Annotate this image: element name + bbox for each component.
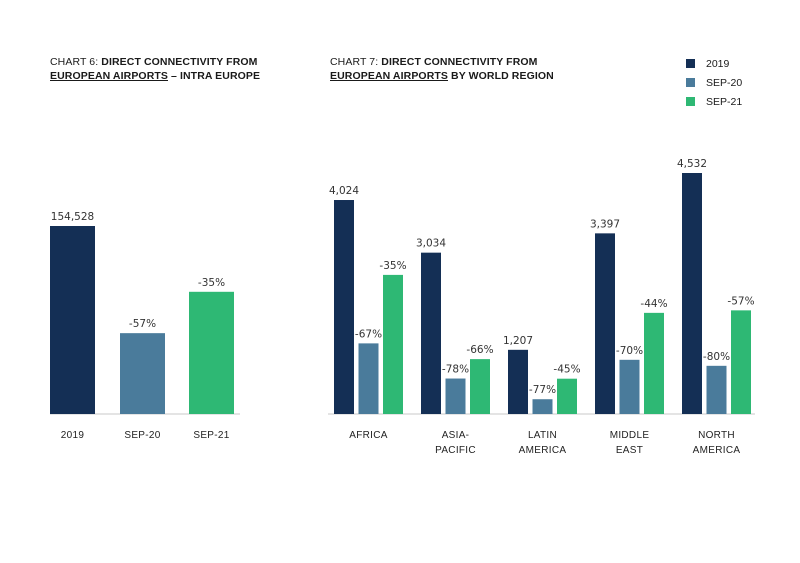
chart7-title: CHART 7: DIRECT CONNECTIVITY FROM EUROPE… xyxy=(330,55,554,83)
chart7-bar-1-1 xyxy=(445,378,466,414)
chart6-title-line2: – INTRA EUROPE xyxy=(168,70,261,82)
chart6-bar-0 xyxy=(50,226,95,414)
legend-label-sep20: SEP-20 xyxy=(706,76,743,89)
chart7-data-label-3-0: 3,397 xyxy=(590,218,620,230)
legend-swatch-2019 xyxy=(686,59,695,68)
chart7-bar-0-2 xyxy=(383,274,403,414)
chart7-bar-3-2 xyxy=(644,312,664,414)
chart7-title-line1: DIRECT CONNECTIVITY FROM xyxy=(381,56,538,68)
chart7-category-label-4-1: AMERICA xyxy=(693,445,741,456)
chart7-data-label-3-1: -70% xyxy=(616,345,643,357)
chart7-title-underlined: EUROPEAN AIRPORTS xyxy=(330,70,448,82)
chart7-category-label-2-0: LATIN xyxy=(528,430,557,441)
chart7-bar-4-2 xyxy=(731,310,751,414)
chart7-bar-0-0 xyxy=(334,200,354,414)
chart7-title-prefix: CHART 7: xyxy=(330,56,382,68)
chart7-data-label-3-2: -44% xyxy=(640,298,667,310)
chart7-bar-2-2 xyxy=(557,378,577,414)
chart7-category-label-2-1: AMERICA xyxy=(519,445,567,456)
chart7-data-label-0-0: 4,024 xyxy=(329,185,359,197)
chart6-title-prefix: CHART 6: xyxy=(50,56,102,68)
chart7-data-label-0-2: -35% xyxy=(379,260,406,272)
chart6-title-line1: DIRECT CONNECTIVITY FROM xyxy=(101,56,258,68)
chart7-bar-0-1 xyxy=(358,343,379,414)
legend-item-2019: 2019 xyxy=(686,54,742,73)
chart7-category-label-4-0: NORTH xyxy=(698,430,735,441)
legend-item-sep21: SEP-21 xyxy=(686,92,742,111)
chart7-bar-3-0 xyxy=(595,233,615,414)
chart7-data-label-4-1: -80% xyxy=(703,351,730,363)
chart7-bar-2-0 xyxy=(508,349,528,414)
chart6-category-label-0: 2019 xyxy=(61,430,85,441)
legend-swatch-sep20 xyxy=(686,78,695,87)
chart6-category-label-2: SEP-21 xyxy=(193,430,229,441)
chart7-bar-1-0 xyxy=(421,252,441,414)
legend-label-sep21: SEP-21 xyxy=(706,95,743,108)
chart6-data-label-1: -57% xyxy=(129,318,156,330)
chart7-bar-3-1 xyxy=(619,359,640,414)
chart7-category-label-3-1: EAST xyxy=(616,445,643,456)
legend-label-2019: 2019 xyxy=(706,57,730,70)
legend-swatch-sep21 xyxy=(686,97,695,106)
chart7-category-label-1-1: PACIFIC xyxy=(435,445,476,456)
chart7-title-line2: BY WORLD REGION xyxy=(448,70,554,82)
chart7-category-label-1-0: ASIA- xyxy=(442,430,470,441)
chart7-bar-4-0 xyxy=(682,173,702,414)
chart7-data-label-2-2: -45% xyxy=(553,364,580,376)
chart7-category-label-3-0: MIDDLE xyxy=(610,430,650,441)
chart6-data-label-2: -35% xyxy=(198,277,225,289)
chart6-title-underlined: EUROPEAN AIRPORTS xyxy=(50,70,168,82)
legend-item-sep20: SEP-20 xyxy=(686,73,742,92)
chart6-data-label-0: 154,528 xyxy=(51,211,94,223)
chart7-data-label-0-1: -67% xyxy=(355,328,382,340)
chart7-data-label-4-2: -57% xyxy=(727,295,754,307)
chart7-data-label-2-0: 1,207 xyxy=(503,335,533,347)
chart7-data-label-2-1: -77% xyxy=(529,384,556,396)
chart6-category-label-1: SEP-20 xyxy=(124,430,160,441)
chart7-bar-2-1 xyxy=(532,399,553,414)
chart7-bar-1-2 xyxy=(470,359,490,414)
chart6-bar-2 xyxy=(189,291,234,414)
chart7-data-label-1-0: 3,034 xyxy=(416,238,446,250)
legend: 2019 SEP-20 SEP-21 xyxy=(686,54,742,111)
chart7-data-label-1-1: -78% xyxy=(442,364,469,376)
chart7-category-label-0-0: AFRICA xyxy=(349,430,387,441)
chart7-data-label-1-2: -66% xyxy=(466,344,493,356)
chart7-data-label-4-0: 4,532 xyxy=(677,158,707,170)
chart6-bar-1 xyxy=(120,333,165,414)
chart6-title: CHART 6: DIRECT CONNECTIVITY FROM EUROPE… xyxy=(50,55,260,83)
chart7-bar-4-1 xyxy=(706,365,727,414)
